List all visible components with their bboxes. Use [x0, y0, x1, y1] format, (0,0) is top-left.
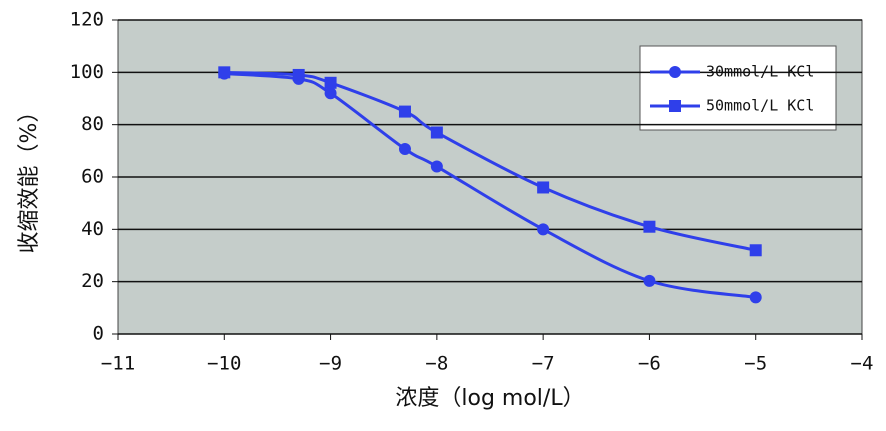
x-tick-label: −10: [207, 353, 241, 375]
data-point: [537, 223, 550, 236]
y-tick-label: 100: [70, 61, 104, 83]
data-point: [324, 76, 337, 89]
x-tick-label: −5: [744, 353, 767, 375]
y-tick-label: 120: [70, 9, 104, 31]
data-point: [643, 220, 656, 233]
y-tick-label: 40: [81, 218, 104, 240]
x-tick-label: −8: [425, 353, 448, 375]
y-tick-label: 80: [81, 113, 104, 135]
legend-marker: [669, 66, 681, 78]
legend-marker: [669, 100, 681, 112]
data-point: [324, 87, 337, 100]
data-point: [749, 244, 762, 257]
data-point: [218, 66, 231, 79]
x-tick-label: −9: [319, 353, 342, 375]
legend-label: 50mmol/L KCl: [706, 97, 814, 115]
data-point: [537, 181, 550, 194]
legend-label: 30mmol/L KCl: [706, 63, 814, 81]
y-tick-label: 60: [81, 166, 104, 188]
data-point: [292, 68, 305, 81]
data-point: [643, 274, 656, 287]
data-point: [398, 105, 411, 118]
x-axis-label: 浓度（log mol/L）: [395, 386, 584, 411]
legend: [639, 45, 837, 131]
x-tick-label: −11: [101, 353, 135, 375]
y-tick-label: 20: [81, 270, 104, 292]
y-axis-label: 收缩效能（%）: [17, 101, 42, 254]
data-point: [749, 291, 762, 304]
y-tick-label: 0: [93, 323, 104, 345]
x-tick-label: −6: [638, 353, 661, 375]
x-tick-label: −7: [532, 353, 555, 375]
data-point: [430, 126, 443, 139]
data-point: [430, 160, 443, 173]
x-tick-label: −4: [851, 353, 874, 375]
data-point: [398, 143, 411, 156]
